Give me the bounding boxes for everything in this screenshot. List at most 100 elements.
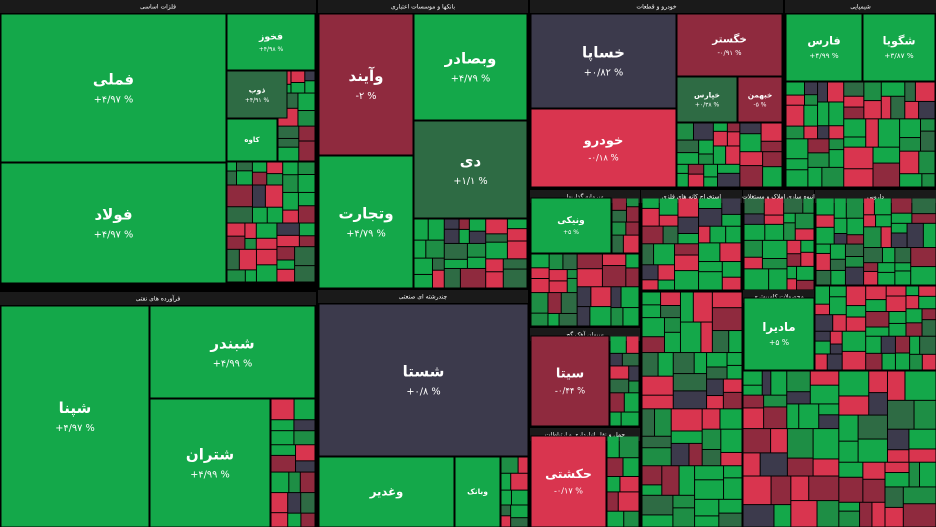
small-tile [271,513,288,527]
stock-symbol: کاوه [244,136,260,144]
stock-tile [530,197,612,254]
stock-symbol: وبصادر [444,49,497,67]
small-tile [863,479,885,502]
stock-change: +۰/۳۸ % [695,102,720,109]
small-tile [891,223,907,233]
small-tile [305,71,315,81]
small-tile [283,210,298,223]
small-tile [591,287,611,307]
small-tile [844,169,873,187]
small-tile [831,270,845,285]
small-tile [501,473,511,490]
small-tile [265,185,283,207]
small-tile [629,381,639,393]
stock-tile [318,155,414,289]
stock-change: +۴/۹۷ % [55,423,95,434]
small-tile [846,317,866,331]
small-tile [612,210,626,222]
small-tile [810,385,839,404]
small-tile [469,219,486,231]
stock-change: +۰/۸۲ % [584,67,624,78]
small-tile [688,164,704,174]
small-tile [626,254,639,268]
small-tile [678,198,699,217]
small-tile [607,436,619,458]
small-tile [881,336,895,353]
small-tile [797,266,814,280]
small-tile [298,162,315,174]
small-tile [642,208,659,226]
small-tile [839,502,860,511]
small-tile [298,192,315,206]
small-tile [784,223,795,240]
small-tile [744,224,765,240]
small-tile [610,379,629,393]
small-tile [910,336,920,354]
small-tile [507,229,527,241]
small-tile [787,458,813,476]
small-tile [271,431,294,445]
small-tile [721,452,742,466]
small-tile [799,404,819,429]
small-tile [623,458,639,476]
small-tile [866,353,882,370]
small-tile [726,146,740,164]
stock-symbol: خگستر [711,32,747,45]
small-tile [744,198,764,214]
small-tile [786,170,808,187]
small-tile [680,292,693,322]
stock-symbol: ذوب [249,86,266,95]
sector-title: استخراج کانه های فلزی [662,194,721,201]
small-tile [923,223,936,248]
small-tile [531,268,549,279]
small-tile [699,198,722,209]
small-tile [787,404,799,429]
small-tile [271,445,296,455]
small-tile [829,102,844,126]
small-tile [889,323,906,336]
small-tile [501,457,518,473]
small-tile [833,315,846,331]
small-tile [866,119,878,147]
small-tile [919,101,935,119]
stock-change: +۴/۷۹ % [451,73,491,84]
small-tile [642,515,673,527]
small-tile [695,516,719,527]
small-tile [712,292,742,308]
small-tile [677,173,688,187]
small-tile [724,478,742,499]
small-tile [847,235,864,244]
small-tile [296,461,315,472]
stock-symbol: فارس [807,34,840,47]
small-tile [866,336,881,353]
small-tile [723,392,742,409]
small-tile [727,132,740,146]
small-tile [655,409,671,436]
small-tile [727,365,742,379]
small-tile [459,229,469,243]
small-tile [623,308,639,326]
small-tile [911,248,936,267]
sector-title: خودرو و قطعات [636,4,676,11]
small-tile [444,219,459,229]
small-tile [622,353,639,366]
small-tile [764,395,787,407]
stock-symbol: خپارس [694,90,720,99]
stock-symbol: وتجارت [338,204,393,222]
small-tile [444,243,467,259]
small-tile [671,443,689,466]
small-tile [921,119,935,131]
stock-tile [0,162,227,284]
small-tile [663,226,678,244]
small-tile [906,286,919,296]
small-tile [922,174,935,187]
small-tile [699,140,713,154]
small-tile [842,331,866,351]
small-tile [610,336,626,353]
small-tile [891,213,912,223]
stock-change: +۴/۷۹ % [346,228,386,239]
small-tile [719,513,742,527]
small-tile [718,173,740,187]
small-tile [671,431,702,443]
small-tile [548,313,559,326]
